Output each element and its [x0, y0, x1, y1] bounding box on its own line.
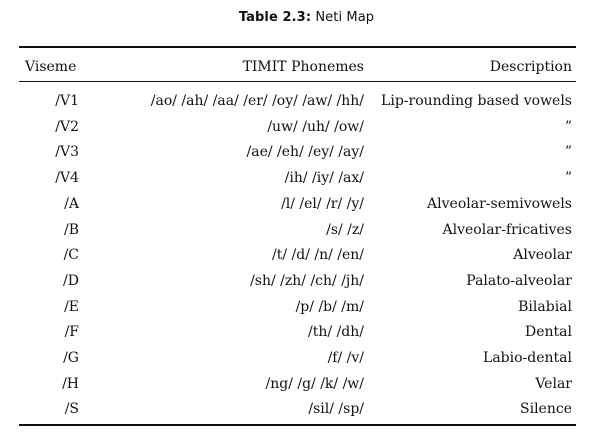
viseme-cell: /E [64, 298, 79, 315]
description-cell: Velar [535, 375, 572, 392]
description-cell: ” [564, 118, 572, 135]
description-cell: Lip-rounding based vowels [381, 93, 572, 109]
table-row: /H/ng/ /g/ /k/ /w/Velar [0, 373, 613, 395]
phonemes-cell: /f/ /v/ [327, 350, 364, 366]
viseme-cell: /B [63, 221, 79, 238]
description-cell: Labio-dental [483, 350, 572, 366]
table-row: /S/sil/ /sp/Silence [0, 398, 613, 420]
table-row: /G/f/ /v/Labio-dental [0, 347, 613, 369]
table-row: /B/s/ /z/Alveolar-fricatives [0, 219, 613, 241]
phonemes-cell: /s/ /z/ [326, 221, 364, 238]
phonemes-cell: /uw/ /uh/ /ow/ [267, 118, 364, 135]
viseme-cell: /A [64, 195, 79, 212]
caption-title: Neti Map [315, 10, 375, 25]
caption-label: Table 2.3: [238, 10, 312, 25]
viseme-cell: /C [63, 247, 79, 264]
table-row: /D/sh/ /zh/ /ch/ /jh/Palato-alveolar [0, 270, 613, 292]
description-cell: Dental [525, 324, 572, 341]
table-header-rule [19, 81, 576, 82]
table-row: /E/p/ /b/ /m/Bilabial [0, 296, 613, 318]
table-header-row: Viseme TIMIT Phonemes Description [0, 56, 613, 78]
phonemes-cell: /ao/ /ah/ /aa/ /er/ /oy/ /aw/ /hh/ [150, 93, 364, 109]
table-row: /F/th/ /dh/Dental [0, 321, 613, 343]
viseme-cell: /V2 [55, 118, 79, 135]
table-row: /C/t/ /d/ /n/ /en/Alveolar [0, 244, 613, 266]
table-row: /V3/ae/ /eh/ /ey/ /ay/ ” [0, 141, 613, 163]
description-cell: ” [564, 170, 572, 187]
viseme-cell: /G [63, 350, 79, 366]
description-cell: Alveolar-semivowels [427, 195, 572, 212]
description-cell: Alveolar [513, 247, 572, 264]
viseme-cell: /D [63, 272, 79, 289]
description-cell: Bilabial [518, 298, 572, 315]
phonemes-cell: /t/ /d/ /n/ /en/ [272, 247, 364, 264]
table-caption: Table 2.3: Neti Map [0, 10, 613, 25]
viseme-cell: /V3 [55, 144, 79, 161]
description-cell: ” [564, 144, 572, 161]
table-bottom-rule [19, 424, 576, 426]
table-row: /V2/uw/ /uh/ /ow/ ” [0, 116, 613, 138]
table-row: /V4/ih/ /iy/ /ax/ ” [0, 167, 613, 189]
header-phonemes: TIMIT Phonemes [242, 59, 364, 75]
phonemes-cell: /sil/ /sp/ [308, 401, 364, 418]
header-description: Description [489, 59, 572, 75]
viseme-cell: /F [64, 324, 79, 341]
phonemes-cell: /sh/ /zh/ /ch/ /jh/ [250, 272, 364, 289]
viseme-cell: /S [64, 401, 79, 418]
phonemes-cell: /th/ /dh/ [308, 324, 364, 341]
header-viseme: Viseme [25, 59, 77, 75]
viseme-cell: /V1 [55, 93, 79, 109]
viseme-cell: /V4 [55, 170, 79, 187]
phonemes-cell: /l/ /el/ /r/ /y/ [281, 195, 364, 212]
description-cell: Alveolar-fricatives [442, 221, 572, 238]
phonemes-cell: /ih/ /iy/ /ax/ [284, 170, 364, 187]
table-row: /A/l/ /el/ /r/ /y/Alveolar-semivowels [0, 193, 613, 215]
viseme-cell: /H [62, 375, 79, 392]
table-top-rule [19, 46, 576, 48]
phonemes-cell: /ng/ /g/ /k/ /w/ [265, 375, 365, 392]
table-row: /V1/ao/ /ah/ /aa/ /er/ /oy/ /aw/ /hh/Lip… [0, 90, 613, 112]
description-cell: Palato-alveolar [466, 272, 572, 289]
phonemes-cell: /ae/ /eh/ /ey/ /ay/ [246, 144, 364, 161]
phonemes-cell: /p/ /b/ /m/ [295, 298, 364, 315]
description-cell: Silence [520, 401, 572, 418]
